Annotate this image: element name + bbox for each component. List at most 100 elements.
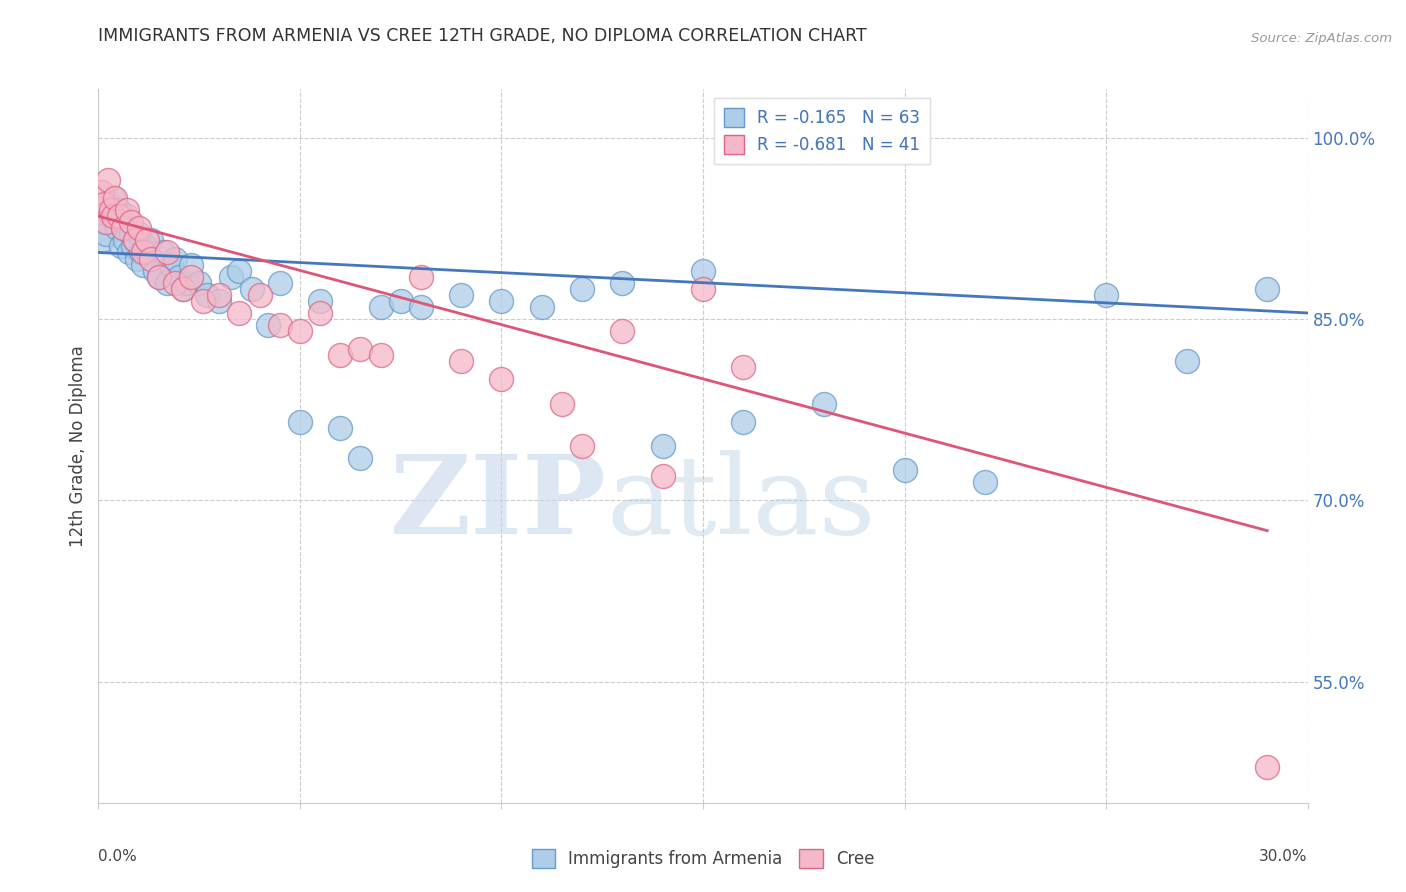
- Point: [240, 282, 263, 296]
- Point: [134, 239, 156, 253]
- Point: [125, 252, 148, 266]
- Point: [152, 245, 174, 260]
- Point: [101, 191, 124, 205]
- Point: [103, 191, 125, 205]
- Point: [309, 293, 332, 308]
- Point: [651, 469, 673, 483]
- Point: [370, 348, 392, 362]
- Point: [309, 306, 332, 320]
- Point: [111, 221, 134, 235]
- Point: [813, 397, 835, 411]
- Point: [93, 215, 115, 229]
- Legend: Immigrants from Armenia, Cree: Immigrants from Armenia, Cree: [524, 842, 882, 875]
- Point: [156, 245, 179, 260]
- Point: [491, 372, 513, 386]
- Point: [349, 343, 371, 357]
- Point: [143, 263, 166, 277]
- Point: [612, 324, 634, 338]
- Point: [288, 324, 311, 338]
- Legend: R = -0.165   N = 63, R = -0.681   N = 41: R = -0.165 N = 63, R = -0.681 N = 41: [714, 97, 931, 164]
- Point: [571, 282, 593, 296]
- Point: [651, 439, 673, 453]
- Point: [91, 233, 114, 247]
- Point: [1256, 282, 1278, 296]
- Point: [163, 276, 186, 290]
- Point: [193, 293, 215, 308]
- Point: [208, 288, 231, 302]
- Y-axis label: 12th Grade, No Diploma: 12th Grade, No Diploma: [69, 345, 87, 547]
- Point: [571, 439, 593, 453]
- Point: [132, 245, 155, 260]
- Point: [103, 215, 125, 229]
- Point: [139, 252, 162, 266]
- Point: [139, 233, 162, 247]
- Point: [124, 233, 146, 247]
- Point: [135, 245, 157, 260]
- Point: [1175, 354, 1198, 368]
- Point: [156, 276, 179, 290]
- Text: 0.0%: 0.0%: [98, 849, 138, 864]
- Point: [389, 293, 412, 308]
- Point: [208, 293, 231, 308]
- Text: 30.0%: 30.0%: [1260, 849, 1308, 864]
- Point: [167, 269, 190, 284]
- Text: ZIP: ZIP: [389, 450, 606, 557]
- Point: [93, 197, 115, 211]
- Point: [370, 300, 392, 314]
- Point: [148, 269, 170, 284]
- Point: [114, 233, 136, 247]
- Point: [110, 239, 132, 253]
- Point: [101, 209, 124, 223]
- Point: [221, 269, 243, 284]
- Point: [612, 276, 634, 290]
- Point: [1095, 288, 1118, 302]
- Point: [128, 221, 150, 235]
- Point: [120, 227, 142, 242]
- Point: [249, 288, 271, 302]
- Point: [692, 282, 714, 296]
- Point: [176, 276, 198, 290]
- Point: [195, 288, 218, 302]
- Point: [349, 451, 371, 466]
- Point: [893, 463, 915, 477]
- Point: [409, 269, 432, 284]
- Point: [96, 215, 118, 229]
- Point: [105, 221, 128, 235]
- Point: [100, 209, 122, 223]
- Text: IMMIGRANTS FROM ARMENIA VS CREE 12TH GRADE, NO DIPLOMA CORRELATION CHART: IMMIGRANTS FROM ARMENIA VS CREE 12TH GRA…: [98, 27, 868, 45]
- Point: [96, 227, 118, 242]
- Point: [228, 263, 250, 277]
- Point: [692, 263, 714, 277]
- Text: Source: ZipAtlas.com: Source: ZipAtlas.com: [1251, 31, 1392, 45]
- Point: [107, 203, 129, 218]
- Text: atlas: atlas: [606, 450, 876, 557]
- Point: [228, 306, 250, 320]
- Point: [115, 209, 138, 223]
- Point: [163, 252, 186, 266]
- Point: [115, 203, 138, 218]
- Point: [974, 475, 997, 490]
- Point: [97, 173, 120, 187]
- Point: [329, 421, 352, 435]
- Point: [530, 300, 553, 314]
- Point: [288, 415, 311, 429]
- Point: [172, 282, 194, 296]
- Point: [551, 397, 574, 411]
- Point: [329, 348, 352, 362]
- Point: [124, 233, 146, 247]
- Point: [91, 185, 114, 199]
- Point: [491, 293, 513, 308]
- Point: [129, 245, 152, 260]
- Point: [409, 300, 432, 314]
- Point: [121, 239, 143, 253]
- Point: [135, 233, 157, 247]
- Point: [188, 276, 211, 290]
- Point: [111, 221, 134, 235]
- Point: [1256, 759, 1278, 773]
- Point: [733, 360, 755, 375]
- Point: [132, 258, 155, 272]
- Point: [120, 215, 142, 229]
- Point: [180, 258, 202, 272]
- Point: [160, 258, 183, 272]
- Point: [269, 318, 291, 332]
